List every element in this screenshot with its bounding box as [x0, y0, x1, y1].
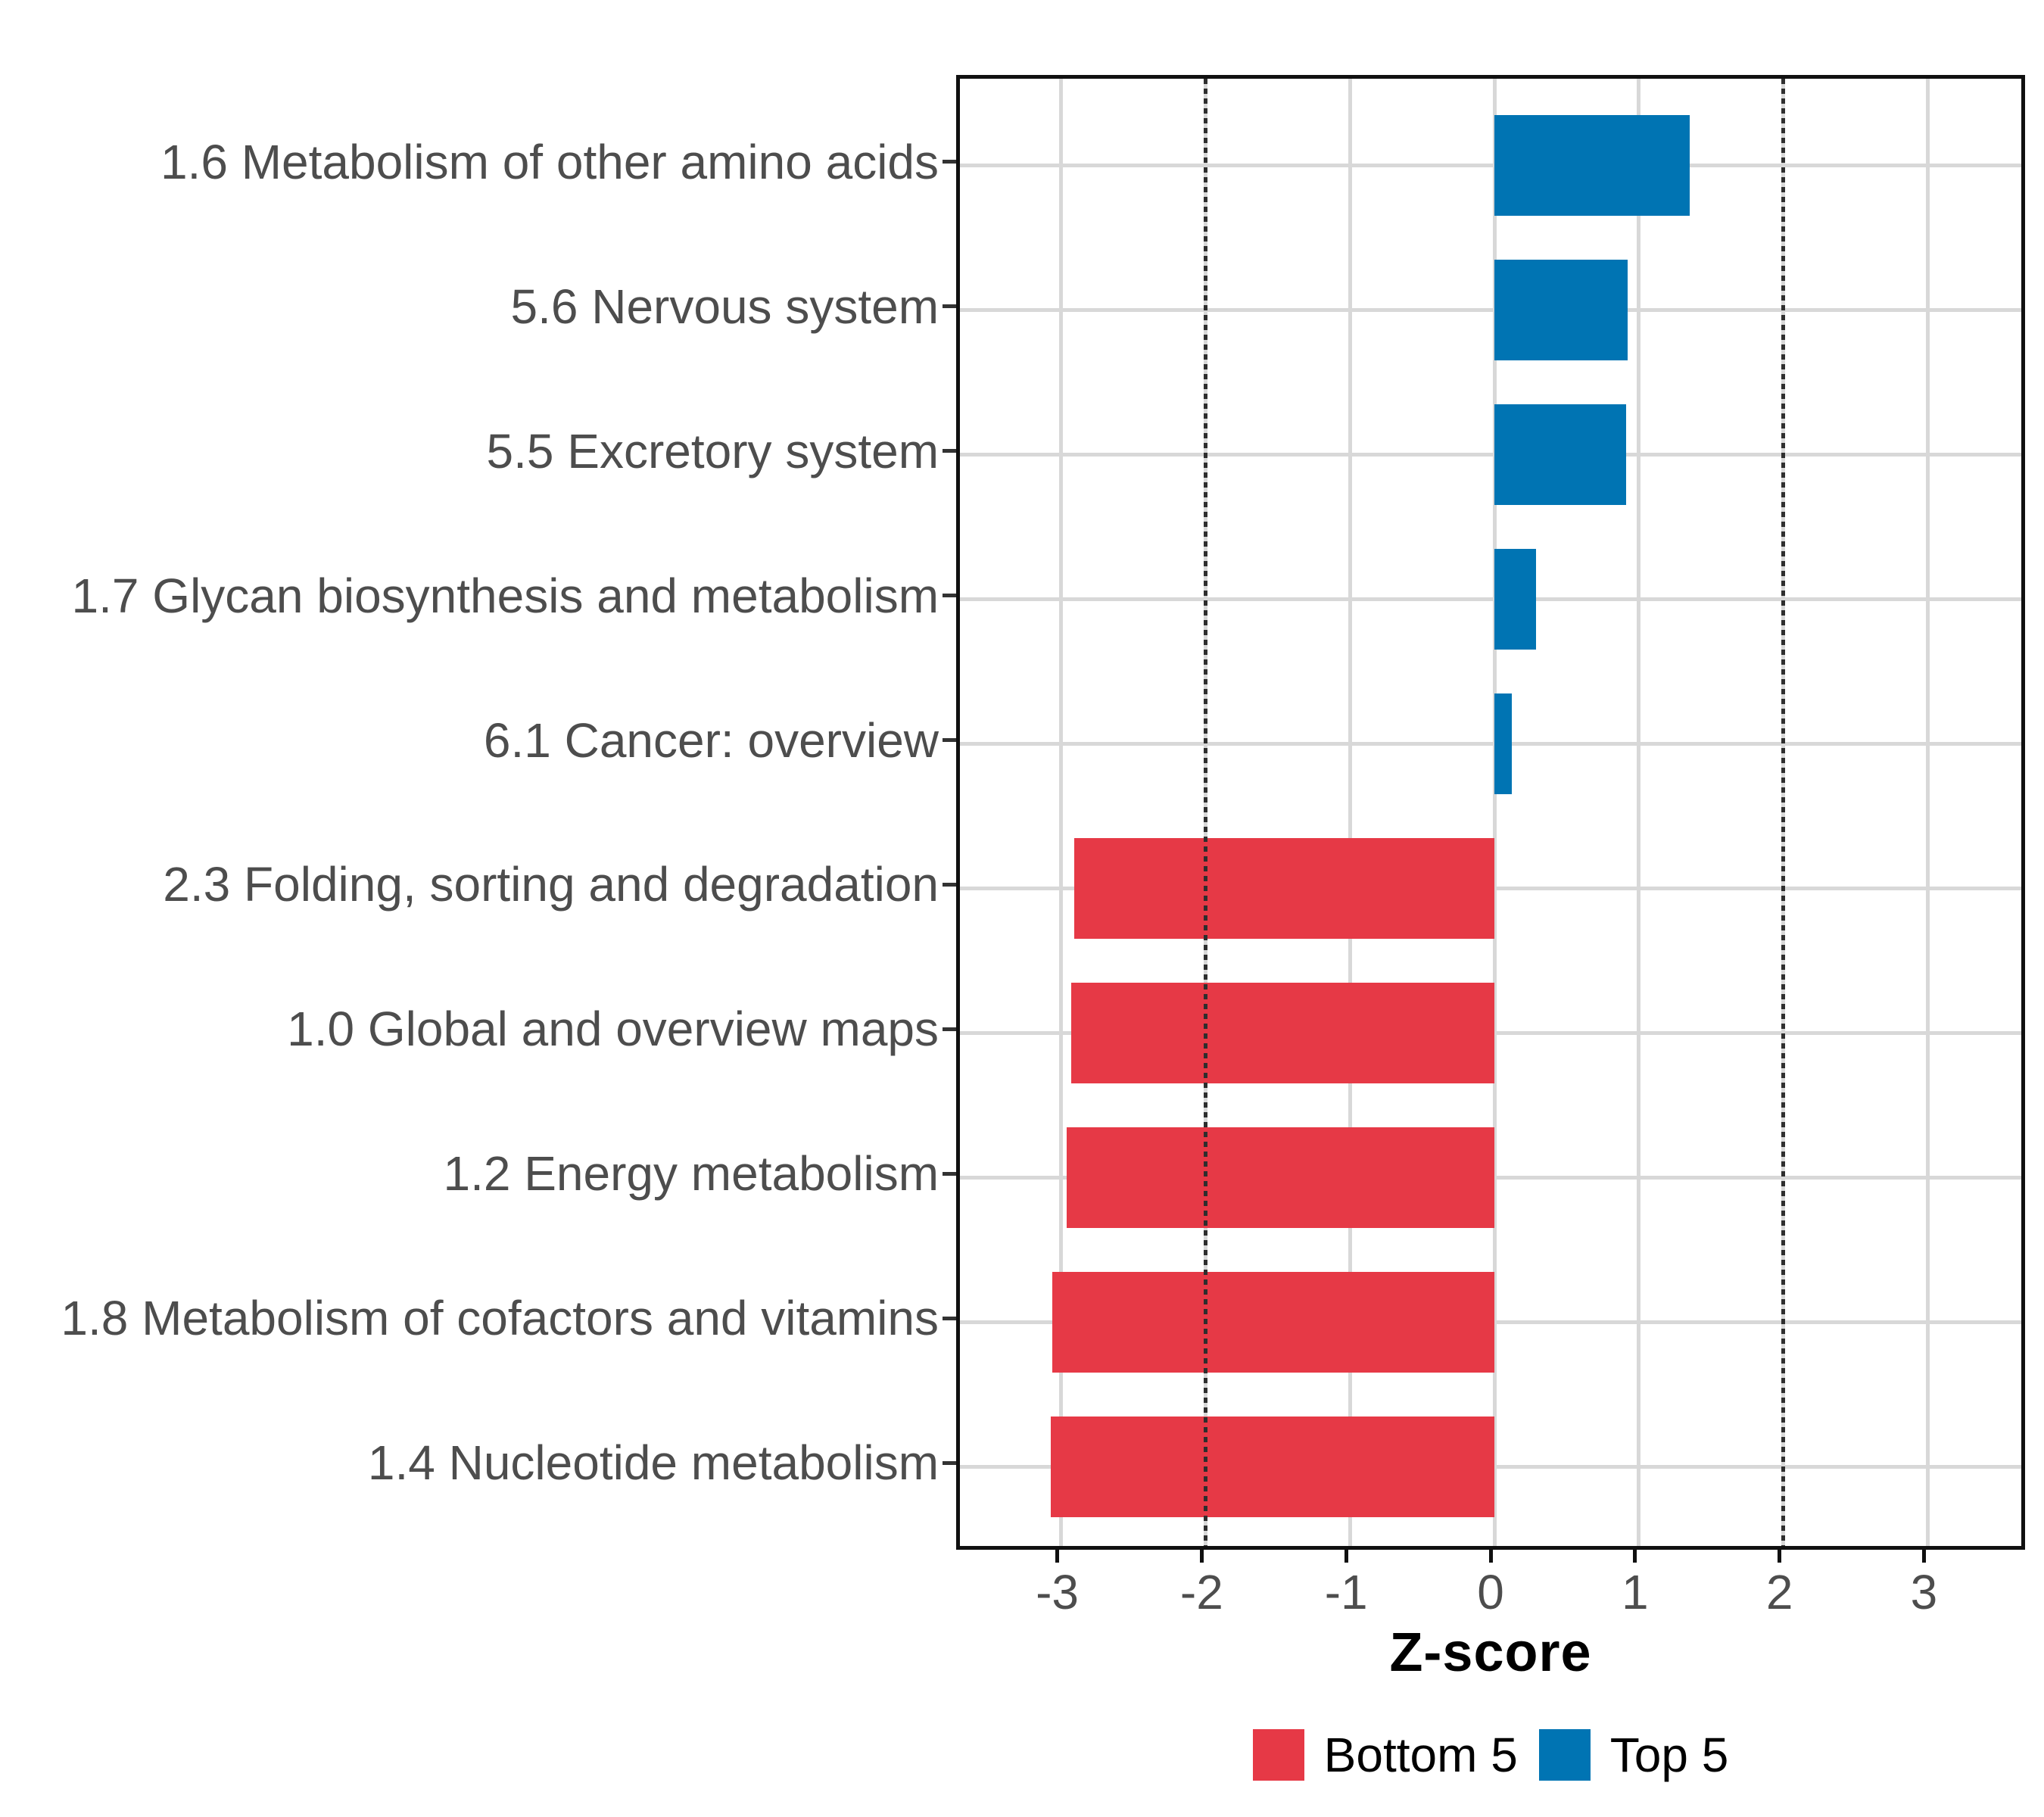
x-axis-tick-label: -3 [1036, 1565, 1080, 1619]
y-axis-tick [943, 594, 956, 598]
gridline-vertical [1348, 79, 1352, 1546]
y-axis-tick [943, 882, 956, 887]
legend-label: Top 5 [1609, 1728, 1729, 1782]
x-axis-tick-label: 2 [1765, 1565, 1793, 1619]
x-axis-tick-label: 3 [1910, 1565, 1938, 1619]
gridline-horizontal [960, 164, 2021, 168]
y-axis-tick [943, 1171, 956, 1176]
y-axis-label: 1.7 Glycan biosynthesis and metabolism [71, 568, 939, 623]
y-axis-tick [943, 1316, 956, 1320]
gridline-horizontal [960, 308, 2021, 313]
gridline-vertical [1492, 79, 1497, 1546]
gridline-horizontal [960, 742, 2021, 746]
y-axis-label: 1.4 Nucleotide metabolism [367, 1435, 939, 1491]
bar [1494, 259, 1628, 361]
plot-panel [956, 75, 2025, 1550]
bar [1073, 837, 1494, 940]
legend-swatch [1538, 1729, 1591, 1781]
legend-label: Bottom 5 [1323, 1728, 1518, 1782]
y-axis-tick [943, 304, 956, 309]
bar [1070, 982, 1494, 1084]
y-axis-tick [943, 1027, 956, 1031]
y-axis-label: 2.3 Folding, sorting and degradation [163, 857, 939, 912]
legend-swatch [1252, 1729, 1304, 1781]
y-axis-label: 1.0 Global and overview maps [287, 1002, 939, 1057]
legend-item: Top 5 [1538, 1728, 1729, 1782]
y-axis-label: 5.5 Excretory system [486, 423, 939, 478]
y-axis-label: 1.8 Metabolism of cofactors and vitamins [61, 1291, 939, 1346]
bar [1051, 1416, 1494, 1518]
gridline-horizontal [960, 597, 2021, 602]
x-axis-tick-label: 1 [1622, 1565, 1649, 1619]
gridline-vertical [1059, 79, 1064, 1546]
gridline-vertical [1925, 79, 1930, 1546]
x-axis-tick [1633, 1550, 1637, 1563]
legend: Bottom 5 Top 5 [956, 1728, 2025, 1782]
y-axis-tick [943, 738, 956, 742]
x-axis-tick [1488, 1550, 1493, 1563]
bar [1494, 548, 1537, 650]
bar [1494, 114, 1690, 217]
x-axis-title: Z-score [1389, 1622, 1592, 1683]
x-axis-tick [1199, 1550, 1204, 1563]
legend-item: Bottom 5 [1252, 1728, 1518, 1782]
x-axis-tick [1778, 1550, 1782, 1563]
gridline-vertical [1637, 79, 1641, 1546]
bar [1494, 404, 1626, 506]
reference-line [1781, 79, 1786, 1546]
x-axis-tick [1344, 1550, 1348, 1563]
bar [1494, 693, 1512, 795]
y-axis-label: 5.6 Nervous system [510, 279, 939, 334]
bar [1067, 1127, 1494, 1229]
gridline-horizontal [960, 453, 2021, 457]
y-axis-label: 1.2 Energy metabolism [443, 1146, 939, 1201]
x-axis-tick [1055, 1550, 1060, 1563]
y-axis-tick [943, 160, 956, 164]
y-axis-tick [943, 449, 956, 453]
y-axis-tick [943, 1460, 956, 1465]
reference-line [1203, 79, 1207, 1546]
x-axis-tick-label: 0 [1477, 1565, 1504, 1619]
x-axis-tick-label: -2 [1179, 1565, 1223, 1619]
y-axis-label: 1.6 Metabolism of other amino acids [160, 134, 939, 189]
y-axis-label: 6.1 Cancer: overview [483, 712, 939, 768]
x-axis-tick-label: -1 [1324, 1565, 1368, 1619]
bar [1052, 1271, 1494, 1373]
x-axis-tick [1921, 1550, 1926, 1563]
